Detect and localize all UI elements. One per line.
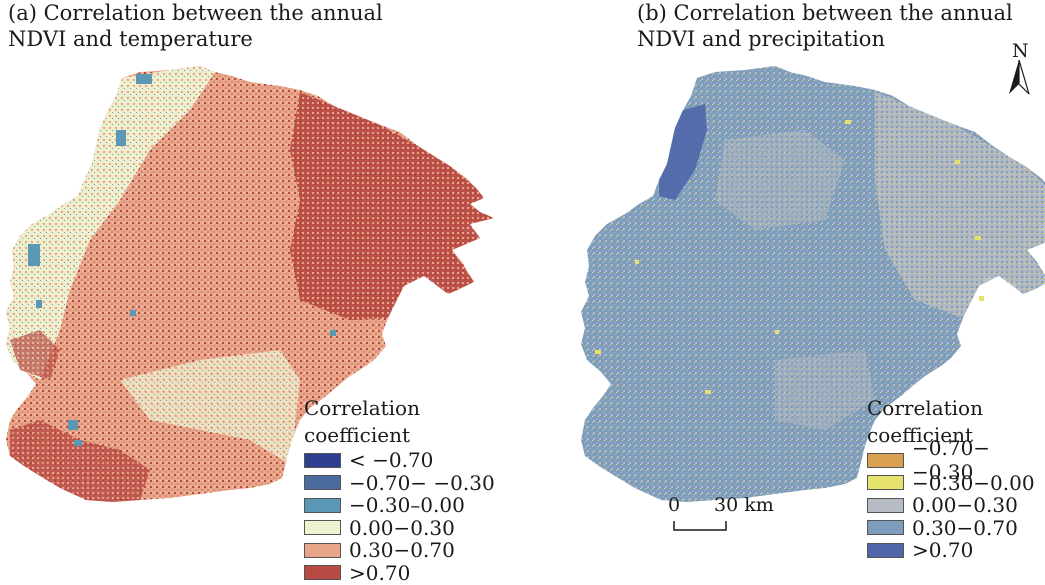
scale-start-label: 0 <box>668 494 681 516</box>
scale-bar-line <box>673 521 727 531</box>
legend-b-items: −0.70− −0.30 −0.30−0.00 0.00−0.30 0.30−0.70… <box>867 436 1045 563</box>
legend-item: 0.00−0.30 <box>867 493 1045 518</box>
legend-label: 0.30−0.70 <box>349 538 455 563</box>
panel-b-title-line1: (b) Correlation between the annual <box>637 1 1013 25</box>
legend-item: < −0.70 <box>304 448 495 473</box>
panel-b-title-line2: NDVI and precipitation <box>637 27 885 51</box>
legend-label: 0.30−0.70 <box>912 515 1018 540</box>
legend-label: −0.70− −0.30 <box>912 436 991 485</box>
map-b-grey-zone <box>875 92 1045 318</box>
legend-label: 0.00−0.30 <box>349 515 455 540</box>
legend-swatch <box>867 520 904 536</box>
legend-item: −0.30–0.00 <box>304 493 495 518</box>
legend-swatch <box>867 497 904 513</box>
legend-swatch <box>867 475 904 491</box>
legend-b-heading-2: coefficient <box>867 423 974 447</box>
legend-a-heading-1: Correlation <box>304 396 420 420</box>
legend-swatch <box>867 452 904 468</box>
map-b-high-zone <box>659 104 707 200</box>
map-a <box>6 66 494 502</box>
legend-item: −0.70− −0.30 <box>304 470 495 495</box>
legend-swatch <box>304 497 341 513</box>
map-b-negative-specks <box>595 120 984 394</box>
legend-label: −0.30−0.00 <box>912 470 1035 495</box>
legend-a-items: < −0.70 −0.70− −0.30 −0.30–0.00 0.00−0.30 0.… <box>304 448 495 585</box>
legend-swatch <box>304 565 341 581</box>
map-b-grey-zone-2 <box>715 130 845 230</box>
legend-swatch <box>304 542 341 558</box>
scale-bar: 0 30 km <box>664 494 774 544</box>
north-arrow: N <box>1004 40 1034 100</box>
panel-a-title-line2: NDVI and temperature <box>8 27 253 51</box>
map-a-negative-specks <box>28 74 336 446</box>
map-a-south-light-zone <box>120 350 300 462</box>
legend-a: Correlation coefficient < −0.70 −0.70− −0… <box>304 395 495 585</box>
legend-a-heading-2: coefficient <box>304 423 411 447</box>
map-b-grey-zone-3 <box>775 350 875 430</box>
panel-a-title-line1: (a) Correlation between the annual <box>8 1 383 25</box>
legend-item: >0.70 <box>304 560 495 585</box>
legend-swatch <box>867 542 904 558</box>
legend-swatch <box>304 475 341 491</box>
legend-label: >0.70 <box>349 560 411 585</box>
legend-label: −0.70− −0.30 <box>349 470 495 495</box>
legend-label: 0.00−0.30 <box>912 493 1018 518</box>
map-a-low-zone <box>6 66 215 380</box>
map-a-w-high-zone <box>10 330 60 380</box>
legend-item: 0.00−0.30 <box>304 515 495 540</box>
legend-swatch <box>304 452 341 468</box>
panel-b-title: (b) Correlation between the annual NDVI … <box>637 0 1013 52</box>
legend-item: >0.70 <box>867 538 1045 563</box>
scale-end-label: 30 km <box>714 494 774 516</box>
north-arrow-icon <box>1009 59 1030 95</box>
legend-label: < −0.70 <box>349 448 434 473</box>
map-a-high-zone <box>290 92 494 320</box>
legend-b: Correlation coefficient −0.70− −0.30 −0.3… <box>867 395 1045 562</box>
legend-item: 0.30−0.70 <box>867 515 1045 540</box>
panel-a-title: (a) Correlation between the annual NDVI … <box>8 0 383 52</box>
map-a-sw-high-zone <box>10 420 150 502</box>
legend-item: −0.30−0.00 <box>867 470 1045 495</box>
legend-label: −0.30–0.00 <box>349 493 465 518</box>
legend-item: 0.30−0.70 <box>304 538 495 563</box>
legend-b-heading-1: Correlation <box>867 396 983 420</box>
legend-label: >0.70 <box>912 538 974 563</box>
legend-item: −0.70− −0.30 <box>867 436 1045 484</box>
legend-swatch <box>304 520 341 536</box>
map-b <box>581 66 1045 502</box>
north-letter: N <box>1012 40 1029 62</box>
